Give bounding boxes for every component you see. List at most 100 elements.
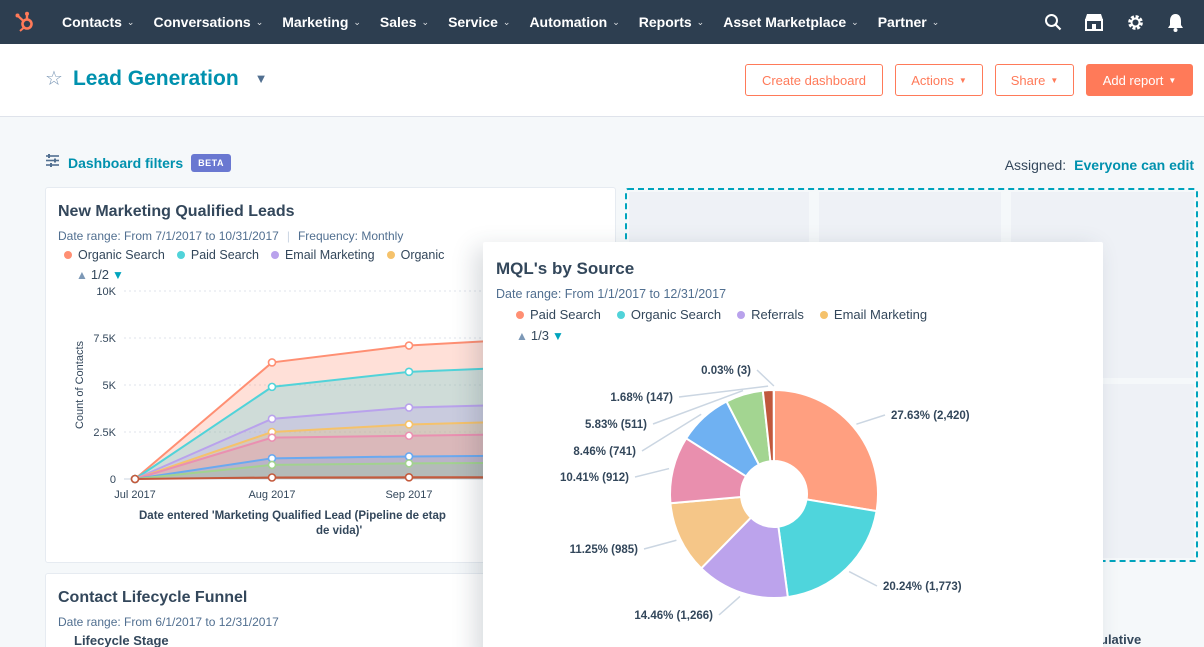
- line-card-title: New Marketing Qualified Leads: [58, 203, 295, 220]
- cumulative-fragment: ulative: [1100, 632, 1142, 647]
- pie-slice[interactable]: [777, 498, 878, 599]
- data-point[interactable]: [404, 431, 414, 441]
- nav-item-label: Service: [448, 14, 498, 30]
- slice-label: 1.68% (147): [610, 392, 673, 404]
- chevron-down-icon: ⌄: [421, 16, 430, 27]
- legend-swatch: [64, 251, 72, 259]
- data-point[interactable]: [404, 473, 414, 482]
- chevron-down-icon: ⌄: [612, 16, 620, 27]
- y-tick-label: 10K: [96, 286, 116, 298]
- leader-line: [634, 467, 670, 478]
- data-point[interactable]: [267, 460, 277, 470]
- hubspot-logo-icon[interactable]: [0, 0, 50, 44]
- data-point[interactable]: [404, 452, 414, 461]
- data-point[interactable]: [404, 459, 414, 468]
- legend-item[interactable]: Organic: [386, 248, 445, 262]
- data-point[interactable]: [267, 358, 277, 367]
- legend-item[interactable]: Email Marketing: [270, 248, 375, 262]
- nav-item-sales[interactable]: Sales ⌄: [368, 0, 436, 44]
- data-point[interactable]: [404, 367, 414, 377]
- leader-line: [678, 385, 769, 398]
- data-point[interactable]: [267, 433, 277, 442]
- y-tick-label: 2.5K: [93, 427, 116, 439]
- nav-item-label: Automation: [529, 14, 608, 30]
- search-icon[interactable]: [1044, 13, 1062, 31]
- pie-legend-pager: ▲ 1/3 ▼: [516, 328, 564, 343]
- caret-down-icon: ▼: [1168, 75, 1177, 85]
- funnel-column-label: Lifecycle Stage: [74, 633, 169, 647]
- nav-item-conversations[interactable]: Conversations ⌄: [141, 0, 270, 44]
- mql-by-source-card[interactable]: MQL's by Source Date range: From 1/1/201…: [483, 242, 1103, 647]
- pager-down-icon[interactable]: ▼: [551, 328, 564, 343]
- legend-swatch: [386, 251, 395, 259]
- nav-item-label: Marketing: [282, 14, 349, 30]
- title-dropdown-icon[interactable]: ▼: [254, 71, 268, 86]
- legend-item[interactable]: Referrals: [737, 307, 804, 322]
- data-point[interactable]: [267, 382, 277, 392]
- chevron-down-icon: ⌄: [353, 16, 361, 27]
- nav-item-automation[interactable]: Automation ⌄: [517, 0, 626, 44]
- nav-item-marketing[interactable]: Marketing ⌄: [270, 0, 368, 44]
- legend-swatch: [819, 311, 828, 319]
- data-point[interactable]: [404, 341, 414, 350]
- pager-up-icon[interactable]: ▲: [76, 267, 88, 282]
- leader-line: [718, 595, 741, 616]
- series-line: [134, 476, 547, 480]
- nav-item-reports[interactable]: Reports ⌄: [627, 0, 711, 44]
- data-point[interactable]: [130, 474, 140, 484]
- legend-swatch: [516, 311, 524, 319]
- legend-label: Organic: [400, 248, 445, 262]
- data-point[interactable]: [404, 420, 414, 429]
- y-axis-label: Count of Contacts: [74, 340, 86, 429]
- marketplace-icon[interactable]: [1084, 13, 1104, 31]
- nav-item-service[interactable]: Service ⌄: [436, 0, 517, 44]
- funnel-card-title: Contact Lifecycle Funnel: [58, 589, 248, 606]
- pie-card-title: MQL's by Source: [496, 259, 635, 278]
- top-nav: Contacts ⌄ Conversations ⌄ Marketing ⌄ Sales ⌄ S…: [0, 0, 1204, 44]
- bell-icon[interactable]: [1167, 13, 1184, 32]
- legend-swatch: [616, 311, 625, 319]
- data-point[interactable]: [267, 473, 277, 482]
- data-point[interactable]: [267, 414, 277, 424]
- series-line: [134, 461, 547, 480]
- pie-slice[interactable]: [699, 516, 789, 599]
- nav-item-asset-marketplace[interactable]: Asset Marketplace ⌄: [711, 0, 866, 44]
- star-icon[interactable]: ☆: [45, 68, 63, 90]
- pie-legend: Paid Search Organic Search Referrals Email …: [516, 307, 927, 322]
- nav-item-partner[interactable]: Partner ⌄: [866, 0, 947, 44]
- pager-down-icon[interactable]: ▼: [111, 267, 124, 282]
- area-series-fill: [135, 366, 546, 479]
- x-tick-label: Aug 2017: [248, 489, 295, 501]
- pager-up-icon[interactable]: ▲: [516, 328, 528, 343]
- data-point[interactable]: [404, 403, 414, 412]
- chevron-down-icon: ⌄: [502, 16, 511, 27]
- chevron-down-icon: ⌄: [696, 16, 705, 27]
- legend-swatch: [270, 251, 279, 259]
- page-title[interactable]: Lead Generation: [72, 66, 239, 90]
- beta-badge: BETA: [191, 154, 231, 172]
- legend-item[interactable]: Paid Search: [516, 307, 601, 322]
- gear-icon[interactable]: [1126, 13, 1145, 32]
- pie-pager-text: 1/3: [530, 328, 549, 343]
- share-button[interactable]: Share ▼: [995, 64, 1074, 96]
- series-line: [134, 419, 547, 480]
- line-card-meta: Date range: From 7/1/2017 to 10/31/2017 …: [58, 229, 403, 243]
- legend-item[interactable]: Paid Search: [176, 248, 259, 262]
- leader-line: [643, 539, 677, 550]
- leader-line: [641, 413, 702, 452]
- nav-item-label: Sales: [379, 14, 417, 30]
- pie-slice[interactable]: [773, 388, 879, 513]
- nav-item-contacts[interactable]: Contacts ⌄: [50, 0, 141, 44]
- legend-item[interactable]: Organic Search: [616, 307, 721, 322]
- assigned-link[interactable]: Everyone can edit: [1074, 157, 1194, 173]
- dashboard-filters[interactable]: Dashboard filters BETA: [45, 154, 231, 172]
- add-report-label: Add report: [1102, 72, 1164, 88]
- dashboard-filters-label[interactable]: Dashboard filters: [68, 155, 184, 171]
- add-report-button[interactable]: Add report ▼: [1086, 64, 1193, 96]
- create-dashboard-button[interactable]: Create dashboard: [745, 64, 883, 96]
- actions-button[interactable]: Actions ▼: [895, 64, 983, 96]
- caret-down-icon: ▼: [958, 75, 967, 85]
- nav-item-label: Contacts: [62, 14, 122, 30]
- legend-item[interactable]: Organic Search: [64, 248, 165, 262]
- legend-item[interactable]: Email Marketing: [819, 307, 927, 322]
